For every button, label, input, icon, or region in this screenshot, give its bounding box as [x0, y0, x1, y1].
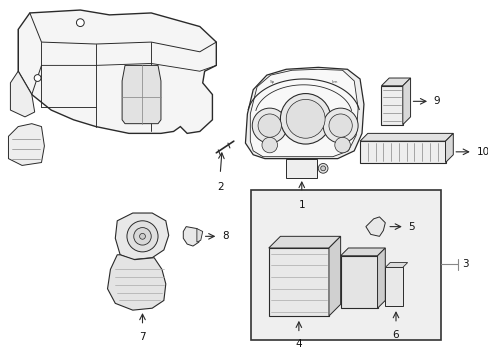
- Polygon shape: [377, 248, 385, 308]
- Polygon shape: [122, 66, 161, 124]
- Polygon shape: [18, 10, 216, 134]
- Circle shape: [258, 114, 281, 137]
- Text: 7: 7: [139, 332, 145, 342]
- Polygon shape: [107, 255, 165, 310]
- Polygon shape: [359, 134, 452, 141]
- Text: km: km: [331, 80, 337, 84]
- Circle shape: [318, 163, 327, 173]
- Text: Sp: Sp: [269, 80, 275, 84]
- Polygon shape: [115, 213, 168, 260]
- Circle shape: [139, 233, 145, 239]
- Text: 9: 9: [433, 96, 440, 106]
- Polygon shape: [245, 67, 363, 159]
- Text: 5: 5: [408, 222, 414, 231]
- Circle shape: [328, 114, 351, 137]
- FancyBboxPatch shape: [359, 141, 445, 162]
- Polygon shape: [340, 248, 385, 256]
- Circle shape: [280, 94, 330, 144]
- Polygon shape: [197, 229, 203, 242]
- Circle shape: [334, 137, 349, 153]
- Polygon shape: [10, 71, 35, 117]
- Polygon shape: [385, 262, 407, 267]
- Polygon shape: [328, 236, 340, 316]
- Polygon shape: [250, 69, 357, 157]
- Text: 3: 3: [461, 260, 468, 270]
- FancyBboxPatch shape: [251, 190, 440, 340]
- Text: 2: 2: [217, 182, 223, 192]
- Polygon shape: [268, 248, 328, 316]
- Polygon shape: [402, 78, 410, 125]
- Polygon shape: [340, 256, 377, 308]
- Circle shape: [323, 108, 357, 143]
- Circle shape: [34, 75, 41, 81]
- Polygon shape: [268, 236, 340, 248]
- Text: 4: 4: [295, 339, 302, 349]
- Circle shape: [252, 108, 286, 143]
- Polygon shape: [381, 78, 410, 86]
- Polygon shape: [183, 226, 201, 246]
- Text: 10: 10: [476, 147, 488, 157]
- Polygon shape: [385, 267, 402, 306]
- Text: 8: 8: [222, 231, 228, 241]
- Circle shape: [76, 19, 84, 27]
- Circle shape: [320, 166, 325, 171]
- Polygon shape: [365, 217, 385, 236]
- Circle shape: [285, 99, 325, 138]
- Circle shape: [262, 137, 277, 153]
- Text: 1: 1: [298, 201, 305, 210]
- Circle shape: [134, 228, 151, 245]
- FancyBboxPatch shape: [285, 159, 317, 178]
- Circle shape: [127, 221, 158, 252]
- Text: 6: 6: [392, 329, 399, 339]
- Polygon shape: [8, 124, 44, 166]
- Polygon shape: [381, 86, 402, 125]
- Polygon shape: [445, 134, 452, 162]
